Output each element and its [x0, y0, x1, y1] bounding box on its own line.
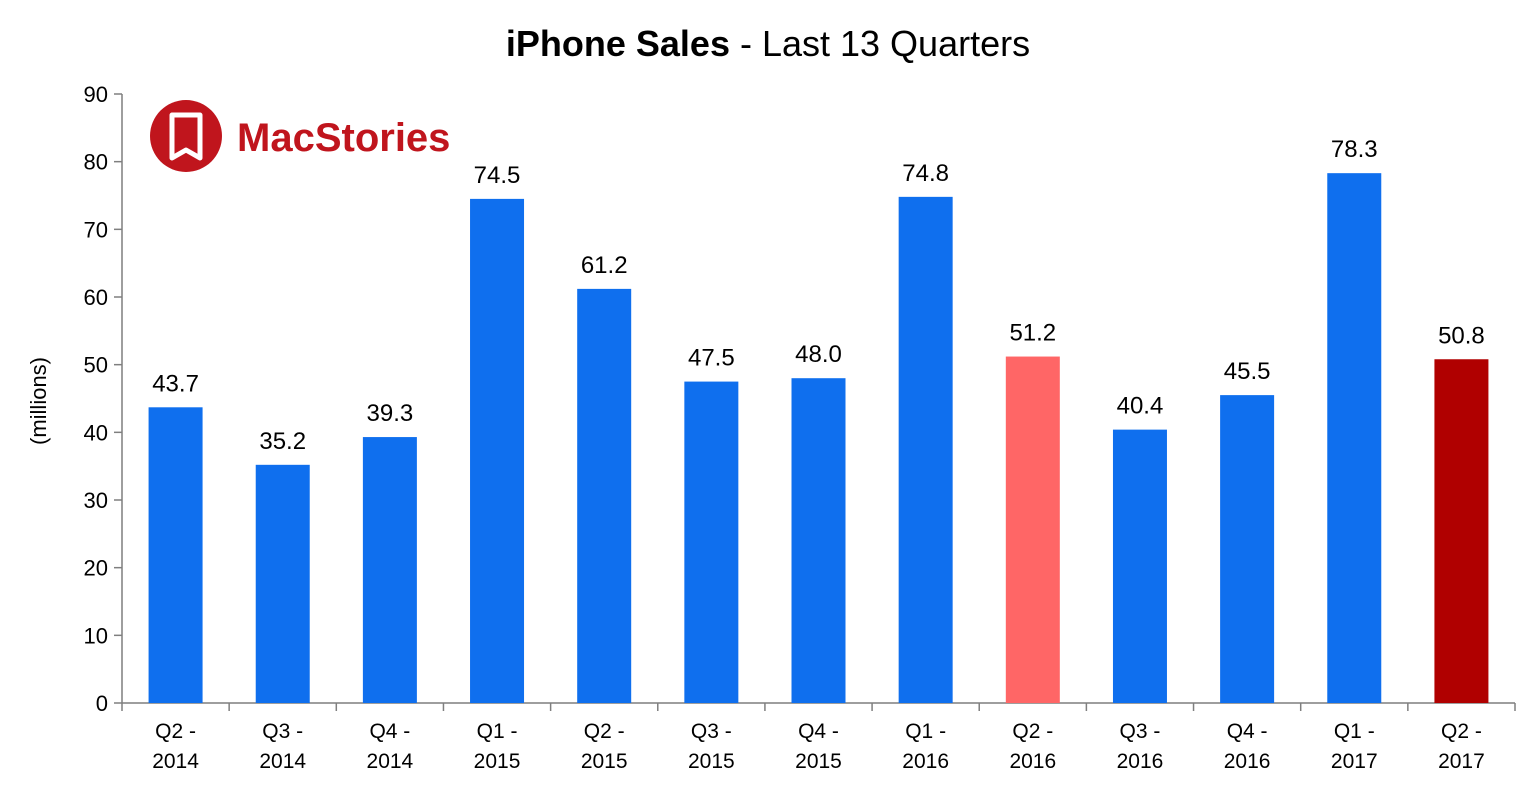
chart-title-rest: - Last 13 Quarters: [729, 23, 1031, 64]
y-tick-label: 40: [84, 420, 108, 445]
bar: [577, 288, 632, 703]
x-tick-label: Q2 -: [155, 720, 196, 743]
bar: [1220, 395, 1275, 703]
bar: [791, 378, 846, 703]
x-tick-label: Q2 -: [1441, 720, 1482, 743]
x-tick-label: Q1 -: [1334, 720, 1375, 743]
logo-text: MacStories: [237, 116, 450, 160]
data-label: 61.2: [581, 252, 628, 279]
data-label: 74.8: [902, 160, 949, 187]
data-label: 43.7: [152, 370, 199, 397]
logo-circle: [150, 100, 222, 172]
data-label: 74.5: [474, 162, 521, 189]
x-tick-label: 2014: [152, 750, 199, 773]
x-tick-label: 2014: [259, 750, 306, 773]
bar: [898, 196, 953, 703]
x-tick-label: Q3 -: [262, 720, 303, 743]
x-tick-label: Q2 -: [584, 720, 625, 743]
bar: [362, 437, 417, 703]
x-tick-label: Q4 -: [798, 720, 839, 743]
x-tick-label: 2016: [1224, 750, 1271, 773]
x-tick-label: 2015: [688, 750, 735, 773]
y-tick-label: 60: [84, 285, 108, 310]
bar: [1327, 173, 1382, 704]
bar: [684, 381, 739, 703]
data-label: 47.5: [688, 345, 735, 372]
x-tick-label: Q1 -: [905, 720, 946, 743]
y-axis-label: (millions): [26, 357, 51, 445]
bar: [1005, 356, 1060, 703]
x-tick-label: Q1 -: [477, 720, 518, 743]
chart-title-bold: iPhone Sales: [505, 23, 730, 64]
y-tick-label: 90: [84, 82, 108, 107]
x-tick-label: 2017: [1438, 750, 1485, 773]
x-tick-label: 2015: [474, 750, 521, 773]
bar: [1434, 359, 1489, 703]
bookmark-icon: [169, 112, 203, 161]
y-tick-label: 20: [84, 556, 108, 581]
data-label: 45.5: [1224, 358, 1271, 385]
chart-title: iPhone Sales - Last 13 Quarters: [0, 22, 1536, 66]
x-tick-label: 2015: [581, 750, 628, 773]
data-label: 50.8: [1438, 322, 1485, 349]
x-tick-label: 2014: [367, 750, 414, 773]
x-tick-label: 2016: [1117, 750, 1164, 773]
y-tick-label: 30: [84, 488, 108, 513]
x-tick-label: Q4 -: [369, 720, 410, 743]
x-tick-label: 2016: [902, 750, 949, 773]
data-label: 48.0: [795, 341, 842, 368]
bar: [148, 407, 203, 703]
y-tick-label: 0: [96, 691, 108, 716]
y-tick-label: 50: [84, 353, 108, 378]
data-label: 78.3: [1331, 136, 1378, 163]
data-label: 35.2: [259, 428, 306, 455]
y-tick-label: 10: [84, 623, 108, 648]
x-tick-label: Q3 -: [691, 720, 732, 743]
bar: [470, 198, 525, 703]
macstories-logo: MacStories: [150, 100, 450, 172]
x-tick-label: 2017: [1331, 750, 1378, 773]
data-label: 39.3: [367, 400, 414, 427]
bar: [1112, 429, 1167, 703]
bar: [255, 464, 310, 703]
x-tick-label: Q2 -: [1012, 720, 1053, 743]
x-tick-label: Q3 -: [1120, 720, 1161, 743]
x-tick-label: Q4 -: [1227, 720, 1268, 743]
x-tick-label: 2016: [1009, 750, 1056, 773]
x-tick-label: 2015: [795, 750, 842, 773]
y-tick-label: 80: [84, 150, 108, 175]
data-label: 51.2: [1009, 320, 1056, 347]
y-tick-label: 70: [84, 217, 108, 242]
data-label: 40.4: [1117, 393, 1164, 420]
